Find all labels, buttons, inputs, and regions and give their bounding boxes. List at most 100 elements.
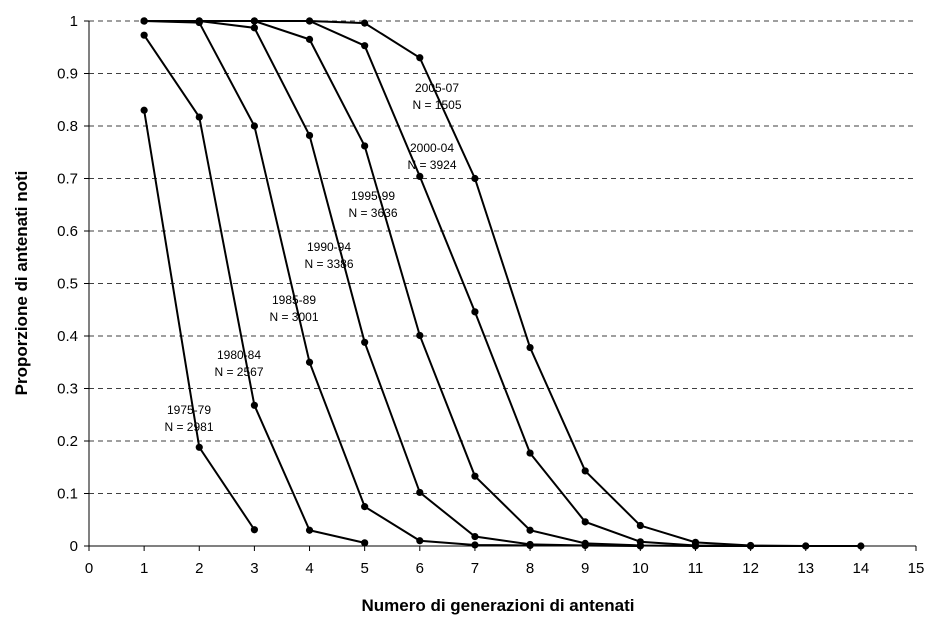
series-line [143, 34, 365, 544]
x-tick-label: 2 [195, 560, 203, 577]
series-2005-07 [140, 17, 865, 550]
y-tick-labels: 0 0.1 0.2 0.3 0.4 0.5 0.6 0.7 0.8 0.9 1 [57, 13, 89, 555]
y-tick-label: 0.5 [57, 276, 78, 293]
series-n-label: N = 3386 [304, 257, 353, 271]
series-1980-84 [140, 31, 369, 547]
x-tick-label: 4 [305, 560, 313, 577]
data-point [361, 503, 369, 511]
x-tick-label: 0 [85, 560, 93, 577]
data-point [250, 24, 258, 32]
series-name-label: 2000-04 [410, 141, 454, 155]
data-point [140, 31, 148, 39]
data-point [471, 308, 479, 316]
x-tick-labels: 0 1 2 3 4 5 6 7 8 9 10 11 12 13 14 15 [85, 546, 925, 577]
data-point [250, 17, 258, 25]
x-tick-label: 7 [471, 560, 479, 577]
x-tick-label: 8 [526, 560, 534, 577]
series-n-label: N = 3001 [269, 310, 318, 324]
x-tick-label: 9 [581, 560, 589, 577]
data-point [195, 443, 203, 451]
data-point [581, 539, 589, 547]
data-point [195, 113, 203, 121]
data-point [361, 539, 369, 547]
series-name-label: 1980-84 [217, 348, 261, 362]
x-tick-label: 13 [797, 560, 814, 577]
data-point [250, 401, 258, 409]
y-tick-label: 1 [70, 13, 78, 30]
data-point [305, 358, 314, 366]
y-tick-label: 0.4 [57, 328, 78, 345]
y-tick-label: 0.7 [57, 171, 78, 188]
x-tick-label: 3 [250, 560, 258, 577]
series-2000-04 [140, 17, 810, 550]
data-point [802, 542, 810, 550]
series-name-label: 1985-89 [272, 293, 316, 307]
y-tick-label: 0.9 [57, 66, 78, 83]
data-point [857, 542, 865, 550]
data-point [526, 343, 534, 352]
series-name-label: 2005-07 [415, 81, 459, 95]
y-tick-label: 0.1 [57, 486, 78, 503]
data-point [416, 488, 424, 497]
data-point [581, 518, 589, 526]
data-point [471, 532, 479, 541]
series-n-label: N = 2567 [214, 365, 263, 379]
series-name-label: 1995-99 [351, 189, 395, 203]
data-point [636, 538, 644, 546]
series-n-label: N = 1505 [412, 98, 461, 112]
series-line [144, 20, 531, 547]
series-n-label: N = 3636 [348, 206, 397, 220]
x-tick-label: 15 [908, 560, 925, 577]
y-tick-label: 0.2 [57, 433, 78, 450]
x-tick-label: 11 [688, 560, 704, 577]
y-tick-label: 0.3 [57, 381, 78, 398]
series-name-label: 1990-94 [307, 240, 351, 254]
data-point [526, 540, 534, 549]
data-point [471, 472, 479, 480]
x-tick-label: 5 [360, 560, 368, 577]
y-tick-label: 0 [70, 538, 78, 555]
data-point [416, 54, 424, 62]
data-point [636, 521, 644, 530]
series-1975-79 [140, 106, 258, 534]
data-point [691, 538, 700, 546]
x-tick-label: 10 [632, 560, 649, 577]
data-point [361, 19, 369, 27]
x-axis-title: Numero di generazioni di antenati [362, 596, 635, 615]
series-name-label: 1975-79 [167, 403, 211, 417]
y-tick-label: 0.6 [57, 223, 78, 240]
series-n-label: N = 2981 [164, 420, 213, 434]
data-point [747, 541, 755, 550]
x-tick-label: 6 [416, 560, 424, 577]
data-point [471, 174, 479, 183]
series-line [144, 20, 861, 547]
data-point [416, 537, 424, 545]
y-tick-label: 0.8 [57, 118, 78, 135]
data-point [305, 526, 314, 534]
data-point [250, 526, 258, 534]
data-point [526, 526, 534, 534]
data-point [305, 17, 314, 25]
y-axis-title: Proporzione di antenati noti [12, 171, 31, 396]
data-point [361, 338, 369, 346]
data-point [471, 541, 479, 549]
data-point [416, 172, 424, 180]
data-point [140, 17, 148, 25]
x-tick-label: 12 [742, 560, 759, 577]
x-tick-label: 1 [140, 560, 148, 577]
data-point [581, 467, 589, 475]
x-tick-label: 14 [853, 560, 870, 577]
series-n-label: N = 3924 [407, 158, 456, 172]
data-point [361, 42, 369, 50]
data-point [361, 142, 369, 150]
data-point [526, 449, 534, 457]
data-point [416, 331, 424, 340]
data-point [250, 122, 258, 130]
data-point [195, 17, 203, 25]
series-labels: 1975-79 N = 2981 1980-84 N = 2567 1985-89 N =… [164, 81, 461, 434]
data-point [140, 106, 148, 114]
series-group [140, 17, 865, 550]
series-line [144, 20, 641, 547]
data-point [305, 35, 314, 43]
